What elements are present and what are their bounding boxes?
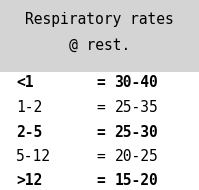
Text: =: = (96, 100, 105, 115)
Text: 5-12: 5-12 (16, 149, 51, 164)
FancyBboxPatch shape (0, 72, 199, 190)
Text: Respiratory rates: Respiratory rates (25, 13, 174, 27)
Text: 25-35: 25-35 (114, 100, 158, 115)
Text: <1: <1 (16, 75, 33, 90)
Text: 25-30: 25-30 (114, 125, 158, 139)
Text: 2-5: 2-5 (16, 125, 42, 139)
Text: 1-2: 1-2 (16, 100, 42, 115)
Text: >12: >12 (16, 173, 42, 188)
Text: =: = (96, 75, 105, 90)
Text: @ rest.: @ rest. (69, 38, 130, 53)
Text: 15-20: 15-20 (114, 173, 158, 188)
Text: =: = (96, 149, 105, 164)
Text: 20-25: 20-25 (114, 149, 158, 164)
Text: =: = (96, 125, 105, 139)
Text: 30-40: 30-40 (114, 75, 158, 90)
Text: =: = (96, 173, 105, 188)
